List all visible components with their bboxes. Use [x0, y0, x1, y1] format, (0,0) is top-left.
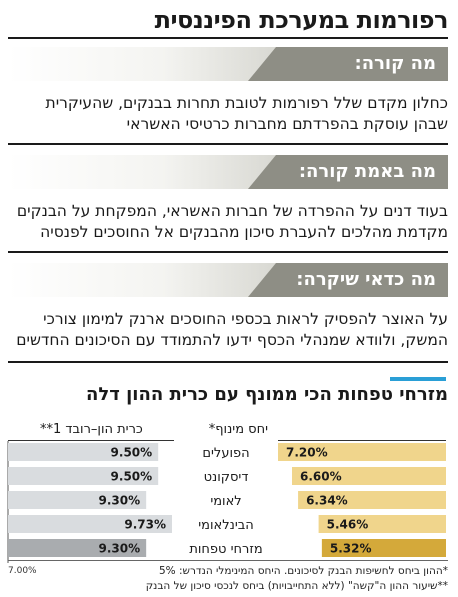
- leverage-value-label: 6.60%: [300, 470, 342, 484]
- capital-value-label: 9.50%: [111, 470, 153, 484]
- capital-column-header: כרית הון–רובד 1**: [40, 422, 143, 437]
- capital-bar: [8, 539, 147, 557]
- bank-label: מזרחי טפחות: [189, 542, 262, 557]
- capital-bar: [8, 515, 172, 533]
- section-header-bar: מה באמת קורה:: [8, 155, 448, 189]
- chart-title: מזרחי טפחות הכי ממונף עם כרית ההון דלה: [86, 384, 448, 405]
- leverage-bar: [298, 491, 446, 509]
- capital-bar: [8, 443, 159, 461]
- leverage-value-label: 6.34%: [306, 494, 348, 508]
- capital-bar: [8, 491, 147, 509]
- chart-accent-bar: [390, 377, 446, 381]
- section-label: מה כדאי שיקרה:: [248, 263, 448, 297]
- section-header-bar: מה קורה:: [8, 47, 448, 81]
- section-text: בעוד דנים על ההפרדה של חברות האשראי, המפ…: [16, 202, 448, 241]
- section-divider: [8, 143, 448, 145]
- page-title: רפורמות במערכת הפיננסית: [154, 6, 449, 34]
- section-text: על האוצר להפסיק לראות בכספי החוסכים ארנק…: [16, 310, 448, 349]
- section-text: כחלון מקדם שלל רפורמות לטובת תחרות בבנקי…: [45, 94, 448, 133]
- leverage-bar: [318, 515, 446, 533]
- bank-label: הבינלאומי: [198, 518, 253, 533]
- capital-value-label: 9.73%: [124, 518, 166, 532]
- bank-label: לאומי: [210, 494, 241, 509]
- section-label: מה באמת קורה:: [248, 155, 448, 189]
- capital-bar: [8, 467, 159, 485]
- title-divider: [8, 37, 448, 39]
- leverage-bar: [292, 467, 446, 485]
- capital-value-label: 9.30%: [99, 542, 141, 556]
- leverage-header-rule: [278, 440, 446, 441]
- leverage-column-header: יחס מינוף*: [208, 422, 268, 437]
- section-divider: [8, 361, 448, 363]
- section-label: מה קורה:: [248, 47, 448, 81]
- leverage-bar: [321, 539, 446, 557]
- footnote-divider: [8, 560, 448, 561]
- leverage-bar: [278, 443, 446, 461]
- section-header-bar: מה כדאי שיקרה:: [8, 263, 448, 297]
- leverage-value-label: 5.32%: [330, 542, 372, 556]
- capital-value-label: 9.50%: [111, 446, 153, 460]
- footnote-1: *ההון ביחס לחשיפות הבנק לסיכונים. היחס ה…: [159, 565, 448, 577]
- section-divider: [8, 251, 448, 253]
- footnote-2: **שיעור ההון ה"קשה" (ללא התחייבויות) ביח…: [145, 580, 448, 592]
- capital-value-label: 9.30%: [99, 494, 141, 508]
- bank-label: הפועלים: [202, 446, 249, 461]
- leverage-value-label: 5.46%: [327, 518, 369, 532]
- bank-label: דיסקונט: [204, 470, 249, 485]
- leverage-value-label: 7.20%: [286, 446, 328, 460]
- capital-axis-min-label: 7.00%: [8, 566, 37, 576]
- capital-header-rule: [8, 440, 174, 441]
